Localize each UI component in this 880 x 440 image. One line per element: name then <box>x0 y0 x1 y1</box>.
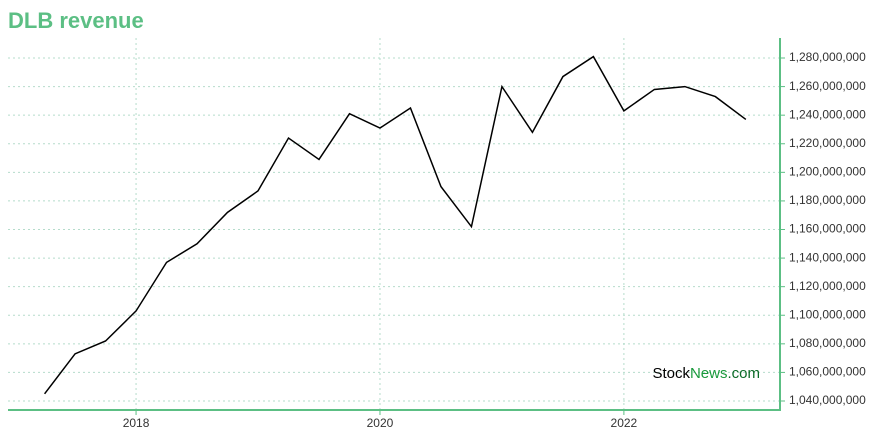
y-tick-label: 1,280,000,000 <box>789 50 866 64</box>
y-tick-label: 1,100,000,000 <box>789 307 866 321</box>
x-tick-label: 2018 <box>123 416 150 430</box>
y-tick-label: 1,220,000,000 <box>789 136 866 150</box>
y-tick-label: 1,240,000,000 <box>789 107 866 121</box>
y-tick-label: 1,080,000,000 <box>789 336 866 350</box>
y-tick-label: 1,040,000,000 <box>789 393 866 407</box>
watermark: StockNews.com <box>652 365 760 382</box>
y-tick-label: 1,140,000,000 <box>789 250 866 264</box>
line <box>43 55 747 395</box>
watermark-part: .com <box>727 365 760 382</box>
y-tick-label: 1,180,000,000 <box>789 193 866 207</box>
x-tick-label: 2022 <box>611 416 638 430</box>
y-tick-label: 1,060,000,000 <box>789 365 866 379</box>
y-tick-label: 1,120,000,000 <box>789 279 866 293</box>
watermark-part: News <box>690 365 728 382</box>
chart-title: DLB revenue <box>8 8 144 33</box>
watermark-part: Stock <box>652 365 690 382</box>
y-tick-label: 1,200,000,000 <box>789 165 866 179</box>
x-tick-label: 2020 <box>367 416 394 430</box>
y-tick-label: 1,260,000,000 <box>789 79 866 93</box>
y-tick-label: 1,160,000,000 <box>789 222 866 236</box>
